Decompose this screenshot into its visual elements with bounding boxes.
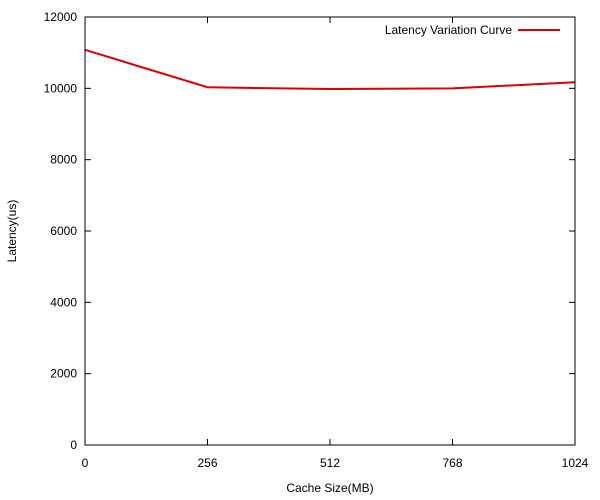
x-tick-label: 768 [442, 456, 462, 470]
y-tick-label: 4000 [50, 295, 77, 309]
series-line [84, 48, 576, 91]
x-tick-label: 256 [197, 456, 217, 470]
y-tick-label: 2000 [50, 367, 77, 381]
plot-frame [84, 16, 576, 446]
x-tick-label: 0 [82, 456, 89, 470]
y-tick-label: 6000 [50, 224, 77, 238]
x-tick-label: 1024 [562, 456, 589, 470]
legend: Latency Variation Curve [385, 23, 560, 37]
y-tick-label: 12000 [44, 10, 78, 24]
y-tick-label: 10000 [44, 81, 78, 95]
x-axis-label: Cache Size(MB) [286, 481, 373, 495]
y-tick-label: 0 [70, 438, 77, 452]
x-tick-label: 512 [320, 456, 340, 470]
line-layer [84, 48, 576, 91]
y-axis-label: Latency(us) [5, 200, 19, 263]
ticks-layer: 0 256 512 768 1024 0 2000 4000 6000 8000 10000 1200… [44, 10, 589, 470]
y-tick-label: 8000 [50, 153, 77, 167]
legend-label: Latency Variation Curve [385, 23, 513, 37]
